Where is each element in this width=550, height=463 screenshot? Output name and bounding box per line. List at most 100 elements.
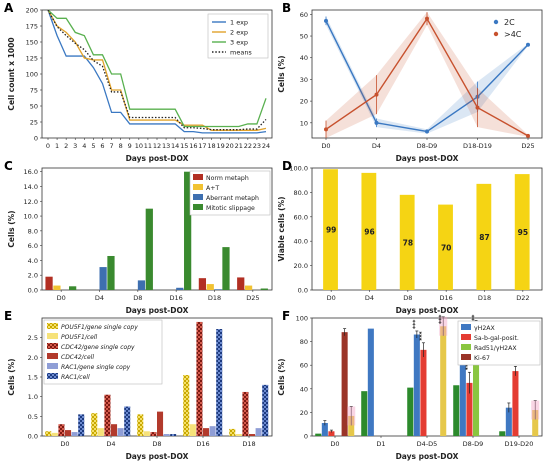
panel-f-bar [505, 407, 512, 436]
panel-c-xtick-label: D0 [57, 294, 66, 302]
panel-c-bar [184, 171, 192, 290]
panel-f-bar [407, 387, 414, 436]
panel-e-ytick-label: 2.0 [28, 354, 38, 362]
panel-a-ytick-label: 150 [26, 39, 38, 47]
panel-e-legend-swatch [47, 333, 58, 339]
panel-f-legend-label: Ki-67 [474, 355, 490, 362]
panel-d-data-label: 70 [441, 243, 451, 252]
panel-c-ytick-label: 4.0 [28, 257, 38, 265]
panel-f-xtick-label: D0 [330, 440, 339, 448]
panel-a-xtick-label: 17 [198, 142, 206, 150]
panel-f-significance: *** [438, 314, 445, 324]
panel-a-xtick-label: 3 [73, 142, 77, 150]
panel-a-xtick-label: 9 [128, 142, 132, 150]
panel-d-xtick-label: D18 [478, 294, 491, 302]
panel-e-bar [235, 434, 242, 436]
panel-d-ytick-label: 60.0 [294, 213, 308, 221]
panel-f-ytick-label: 60 [300, 362, 308, 370]
panel-c-ytick-label: 14.0 [24, 183, 38, 191]
panel-e-legend-label: POU5F1/cell [61, 334, 97, 341]
panel-c-bar [137, 280, 146, 290]
panel-e-bar [111, 424, 118, 436]
panel-e-legend-label: RAC1/cell [61, 374, 90, 381]
panel-f-ytick-label: 100 [296, 315, 308, 323]
panel-b-point [425, 129, 429, 134]
panel-c-bar [244, 285, 253, 290]
panel-e-bar [71, 432, 78, 436]
panel-e-bar [196, 321, 203, 436]
panel-a-xtick-label: 24 [262, 142, 270, 150]
panel-a-series-line-0 [47, 9, 267, 134]
panel-a-xtick-label: 15 [180, 142, 188, 150]
panel-e-bar [163, 434, 170, 436]
panel-f-bar [473, 326, 480, 436]
panel-f-bar [321, 423, 328, 436]
panel-f-bar [361, 391, 368, 436]
panel-c-legend-label: Aberrant metaph [206, 195, 259, 202]
panel-e-bar [229, 428, 236, 436]
panel-c-xtick-label: D25 [246, 294, 259, 302]
panel-e-xtick-label: D4 [106, 440, 115, 448]
panel-e-legend-swatch [47, 323, 58, 329]
panel-label-d: D [282, 159, 292, 173]
panel-f-ylabel: Cells (%) [277, 358, 286, 395]
panel-e-bar [242, 391, 249, 436]
panel-a-xtick-label: 7 [110, 142, 114, 150]
panel-b-point [526, 133, 530, 138]
panel-b-xtick-label: D25 [521, 142, 534, 150]
panel-f-legend-swatch [461, 324, 471, 330]
panel-b-ytick-label: 20 [300, 98, 308, 106]
panel-f-bar [532, 410, 539, 436]
panel-f-bar [440, 326, 447, 436]
panel-a-ytick-label: 200 [26, 7, 38, 15]
panel-e-ylabel: Cells (%) [7, 358, 16, 395]
panel-d-data-label: 95 [518, 228, 528, 237]
panel-d-ytick-label: 100.0 [289, 165, 308, 173]
panel-c-legend-swatch [193, 184, 203, 190]
panel-d-bar [476, 183, 492, 290]
panel-e-bar [216, 329, 223, 436]
panel-c-ytick-label: 16.0 [24, 168, 38, 176]
panel-f-bar [499, 431, 506, 436]
panel-a-ytick-label: 0 [34, 135, 38, 143]
panel-e-xtick-label: D0 [60, 440, 69, 448]
panel-e-bar [58, 424, 65, 436]
panel-f-bar [466, 382, 473, 436]
panel-label-f: F [282, 309, 290, 323]
panel-b-point [324, 18, 328, 23]
panel-c-bar [176, 287, 184, 290]
panel-d-ylabel: Viable cells (%) [277, 196, 286, 261]
panel-e-legend [43, 319, 163, 385]
panel-a-legend-label: 3 exp [230, 39, 248, 47]
panel-c-bar [214, 289, 222, 290]
panel-a-xtick-label: 6 [100, 142, 104, 150]
panel-c-ytick-label: 2.0 [28, 272, 38, 280]
panel-c-legend-swatch [193, 194, 203, 200]
panel-f-legend-label: γH2AX [474, 325, 495, 332]
panel-a-legend-label: means [230, 49, 252, 57]
panel-c-ylabel: Cells (%) [7, 210, 16, 247]
panel-e-bar [51, 432, 58, 436]
panel-a-ytick-label: 175 [26, 23, 38, 31]
panel-d-xlabel: Days post-DOX [396, 306, 459, 315]
panel-e-xtick-label: D8 [152, 440, 161, 448]
panel-f-legend-label: Rad51/γH2AX [474, 345, 517, 352]
panel-c-xtick-label: D8 [133, 294, 142, 302]
panel-a-ytick-label: 50 [30, 103, 38, 111]
panel-f-error-band [347, 406, 356, 426]
panel-label-a: A [4, 1, 14, 15]
panel-e-ytick-label: 0.0 [28, 433, 38, 441]
panel-f-bar [512, 371, 519, 436]
panel-a-xtick-label: 16 [189, 142, 197, 150]
panel-c-ytick-label: 0.0 [28, 287, 38, 295]
panel-b-legend-label: >4C [504, 30, 522, 39]
panel-c-ytick-label: 12.0 [24, 198, 38, 206]
panel-b-ytick-label: 10 [300, 119, 308, 127]
panel-label-b: B [282, 1, 291, 15]
panel-b-ytick-label: 30 [300, 76, 308, 84]
panel-d-bar [399, 194, 415, 290]
panel-f-xtick-label: D1 [376, 440, 385, 448]
panel-c-bar [222, 247, 230, 290]
panel-a-xtick-label: 23 [253, 142, 261, 150]
